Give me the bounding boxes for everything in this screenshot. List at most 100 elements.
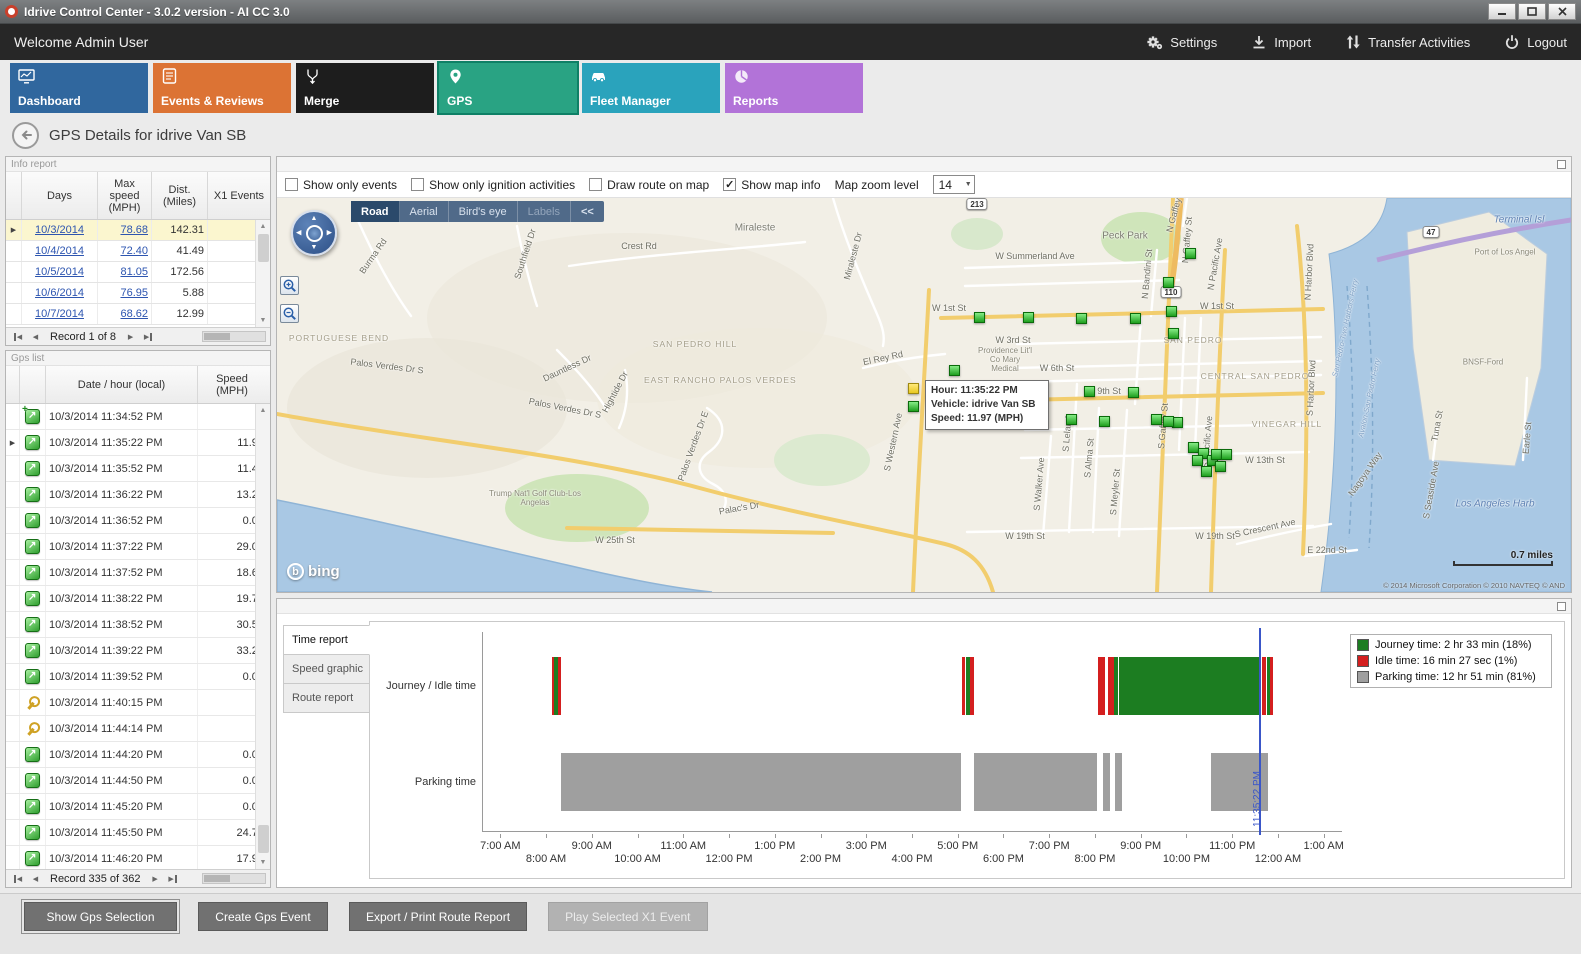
col-dist[interactable]: Dist. (Miles): [152, 172, 208, 219]
gps-list-row[interactable]: 10/3/2014 11:39:52 PM0.00: [6, 664, 270, 690]
gps-list-row[interactable]: 10/3/2014 11:36:52 PM0.00: [6, 508, 270, 534]
info-report-row[interactable]: 10/4/2014 72.40 41.49: [6, 241, 270, 262]
scroll-down-icon[interactable]: ▼: [259, 859, 267, 866]
map-view-tab-bird-s-eye[interactable]: Bird's eye: [449, 201, 518, 222]
day-link[interactable]: 10/7/2014: [35, 308, 84, 320]
map-marker[interactable]: [1215, 461, 1226, 472]
max-speed-link[interactable]: 81.05: [120, 266, 148, 278]
max-speed-link[interactable]: 72.40: [120, 245, 148, 257]
map-marker[interactable]: [1076, 313, 1087, 324]
map-view-tab-road[interactable]: Road: [351, 201, 400, 222]
tab-dashboard[interactable]: Dashboard: [10, 63, 148, 113]
map-toolbar-checkbox[interactable]: Draw route on map: [589, 178, 709, 192]
zoom-in-button[interactable]: [280, 276, 299, 295]
map-canvas[interactable]: Road Aerial Bird's eye Labels << ▲ ▼ ◀ ▶ Mi…: [277, 198, 1571, 592]
max-speed-link[interactable]: 78.68: [120, 224, 148, 236]
export-print-route-report-button[interactable]: Export / Print Route Report: [349, 902, 528, 931]
map-marker[interactable]: [1163, 416, 1174, 427]
tab-fleet-manager[interactable]: Fleet Manager: [582, 63, 720, 113]
pager-next-button[interactable]: ▶: [152, 875, 158, 883]
map-toolbar-checkbox[interactable]: Show only events: [285, 178, 397, 192]
max-speed-link[interactable]: 68.62: [120, 308, 148, 320]
scroll-up-icon[interactable]: ▲: [259, 407, 267, 414]
map-marker-selected[interactable]: [908, 383, 919, 394]
info-report-row[interactable]: 10/5/2014 81.05 172.56: [6, 262, 270, 283]
day-link[interactable]: 10/3/2014: [35, 224, 84, 236]
map-marker[interactable]: [908, 401, 919, 412]
gps-list-row[interactable]: 10/3/2014 11:44:14 PM: [6, 716, 270, 742]
gps-list-row[interactable]: 10/3/2014 11:44:20 PM0.00: [6, 742, 270, 768]
settings-button[interactable]: Settings: [1145, 33, 1217, 51]
map-marker[interactable]: [1166, 306, 1177, 317]
tab-merge[interactable]: Merge: [296, 63, 434, 113]
gps-list-row[interactable]: 10/3/2014 11:40:15 PM: [6, 690, 270, 716]
map-marker[interactable]: [1168, 328, 1179, 339]
tab-time-report[interactable]: Time report: [283, 625, 370, 655]
day-link[interactable]: 10/4/2014: [35, 245, 84, 257]
import-button[interactable]: Import: [1251, 34, 1311, 50]
pager-h-scrollbar[interactable]: [202, 873, 266, 884]
gps-list-row[interactable]: 10/3/2014 11:45:20 PM0.00: [6, 794, 270, 820]
map-toolbar-checkbox[interactable]: ✓ Show map info: [723, 178, 821, 192]
map-marker[interactable]: [1185, 248, 1196, 259]
map-marker[interactable]: [949, 365, 960, 376]
expand-icon[interactable]: [1557, 601, 1566, 611]
logout-button[interactable]: Logout: [1504, 34, 1567, 50]
tab-route-report[interactable]: Route report: [283, 683, 370, 713]
map-marker[interactable]: [1084, 386, 1095, 397]
info-report-row[interactable]: 10/7/2014 68.62 12.99: [6, 304, 270, 325]
pan-right-icon[interactable]: ▶: [326, 229, 332, 237]
checkbox-box[interactable]: [411, 178, 425, 191]
info-report-vscrollbar[interactable]: ▲ ▼: [255, 220, 270, 327]
map-marker[interactable]: [974, 312, 985, 323]
max-speed-link[interactable]: 76.95: [120, 287, 148, 299]
map-marker[interactable]: [1151, 414, 1162, 425]
col-max-speed[interactable]: Max speed (MPH): [98, 172, 152, 219]
col-days[interactable]: Days: [22, 172, 98, 219]
map-marker[interactable]: [1130, 313, 1141, 324]
tab-gps[interactable]: GPS: [437, 61, 579, 115]
map-marker[interactable]: [1163, 277, 1174, 288]
pan-down-icon[interactable]: ▼: [310, 244, 318, 251]
pager-prev-button[interactable]: ◀: [32, 875, 39, 883]
tab-events-reviews[interactable]: Events & Reviews: [153, 63, 291, 113]
col-x1-events[interactable]: X1 Events: [208, 172, 270, 219]
map-marker[interactable]: [1128, 387, 1139, 398]
close-button[interactable]: [1548, 3, 1576, 20]
map-marker[interactable]: [1201, 466, 1212, 477]
col-datetime[interactable]: Date / hour (local): [46, 366, 198, 403]
info-report-row[interactable]: 10/6/2014 76.95 5.88: [6, 283, 270, 304]
pager-h-scrollbar[interactable]: [202, 331, 266, 342]
map-marker[interactable]: [1221, 449, 1232, 460]
info-report-row[interactable]: ▶ 10/3/2014 78.68 142.31: [6, 220, 270, 241]
minimize-button[interactable]: [1488, 3, 1516, 20]
expand-icon[interactable]: [1557, 159, 1566, 169]
checkbox-box[interactable]: [285, 178, 298, 191]
tab-speed-graphic[interactable]: Speed graphic: [283, 654, 370, 684]
map-tabs-collapse-button[interactable]: <<: [581, 205, 594, 218]
back-button[interactable]: [12, 121, 39, 149]
pager-prev-button[interactable]: ◀: [32, 333, 39, 341]
maximize-button[interactable]: [1518, 3, 1546, 20]
checkbox-box[interactable]: [589, 178, 603, 191]
gps-list-row[interactable]: 10/3/2014 11:44:50 PM0.00: [6, 768, 270, 794]
map-marker[interactable]: [1188, 442, 1199, 453]
map-zoom-select[interactable]: 14 ▼: [932, 175, 975, 194]
day-link[interactable]: 10/6/2014: [35, 287, 84, 299]
pager-last-button[interactable]: ▶: [141, 330, 156, 343]
map-marker[interactable]: [1198, 448, 1209, 459]
col-speed[interactable]: Speed (MPH): [198, 366, 270, 403]
scroll-down-icon[interactable]: ▼: [259, 317, 267, 324]
pager-first-button[interactable]: ◀: [10, 330, 25, 343]
pager-last-button[interactable]: ▶: [166, 872, 181, 885]
map-marker[interactable]: [1066, 414, 1077, 425]
map-toolbar-checkbox[interactable]: Show only ignition activities: [411, 178, 575, 192]
scroll-up-icon[interactable]: ▲: [259, 223, 267, 230]
